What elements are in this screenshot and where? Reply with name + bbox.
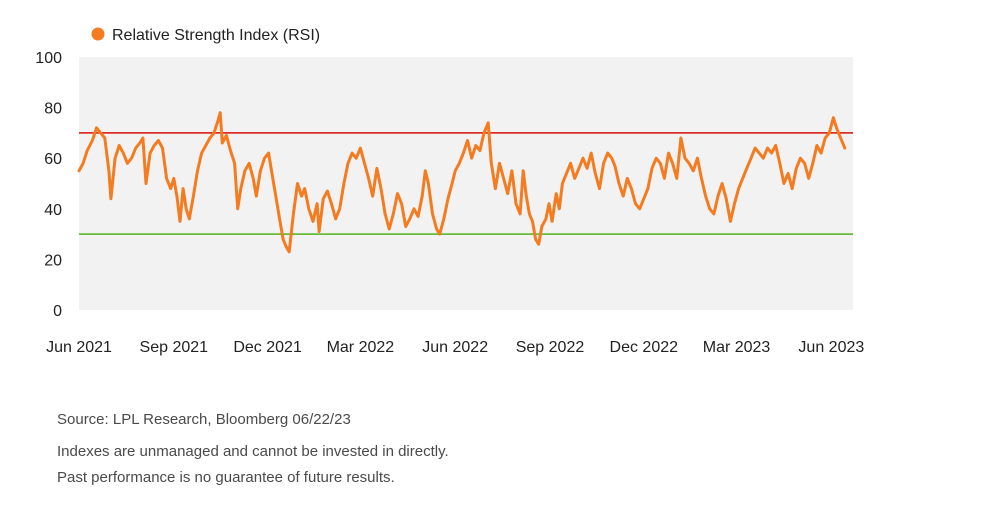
y-tick-label: 60 <box>44 151 62 168</box>
y-tick-label: 0 <box>53 303 62 320</box>
x-axis-tick-labels: Jun 2021 Sep 2021 Dec 2021 Mar 2022 Jun 2022… <box>46 339 864 356</box>
y-tick-label: 40 <box>44 202 62 219</box>
rsi-series-line <box>77 111 847 254</box>
legend: Relative Strength Index (RSI) <box>91 27 320 44</box>
disclaimer-line-1: Indexes are unmanaged and cannot be inve… <box>57 443 449 460</box>
x-tick-label: Jun 2022 <box>422 339 488 356</box>
y-axis-tick-labels: 0 20 40 60 80 100 <box>35 50 62 320</box>
x-tick-label: Dec 2022 <box>610 339 679 356</box>
x-tick-label: Dec 2021 <box>233 339 302 356</box>
y-tick-label: 80 <box>44 101 62 118</box>
x-tick-label: Jun 2023 <box>798 339 864 356</box>
x-tick-label: Jun 2021 <box>46 339 112 356</box>
source-note: Source: LPL Research, Bloomberg 06/22/23 <box>57 411 351 428</box>
x-tick-label: Sep 2022 <box>516 339 585 356</box>
y-tick-label: 100 <box>35 50 62 67</box>
legend-marker-rsi <box>91 27 105 41</box>
disclaimer-line-2: Past performance is no guarantee of futu… <box>57 469 395 486</box>
x-tick-label: Mar 2023 <box>703 339 771 356</box>
y-tick-label: 20 <box>44 252 62 269</box>
rsi-chart: 0 20 40 60 80 100 Jun 2021 Sep 2021 Dec 2021 Mar… <box>35 27 864 356</box>
reference-lines <box>79 131 853 236</box>
x-tick-label: Sep 2021 <box>140 339 209 356</box>
plot-area-background <box>79 57 853 310</box>
x-tick-label: Mar 2022 <box>327 339 395 356</box>
legend-label-rsi: Relative Strength Index (RSI) <box>112 27 320 44</box>
